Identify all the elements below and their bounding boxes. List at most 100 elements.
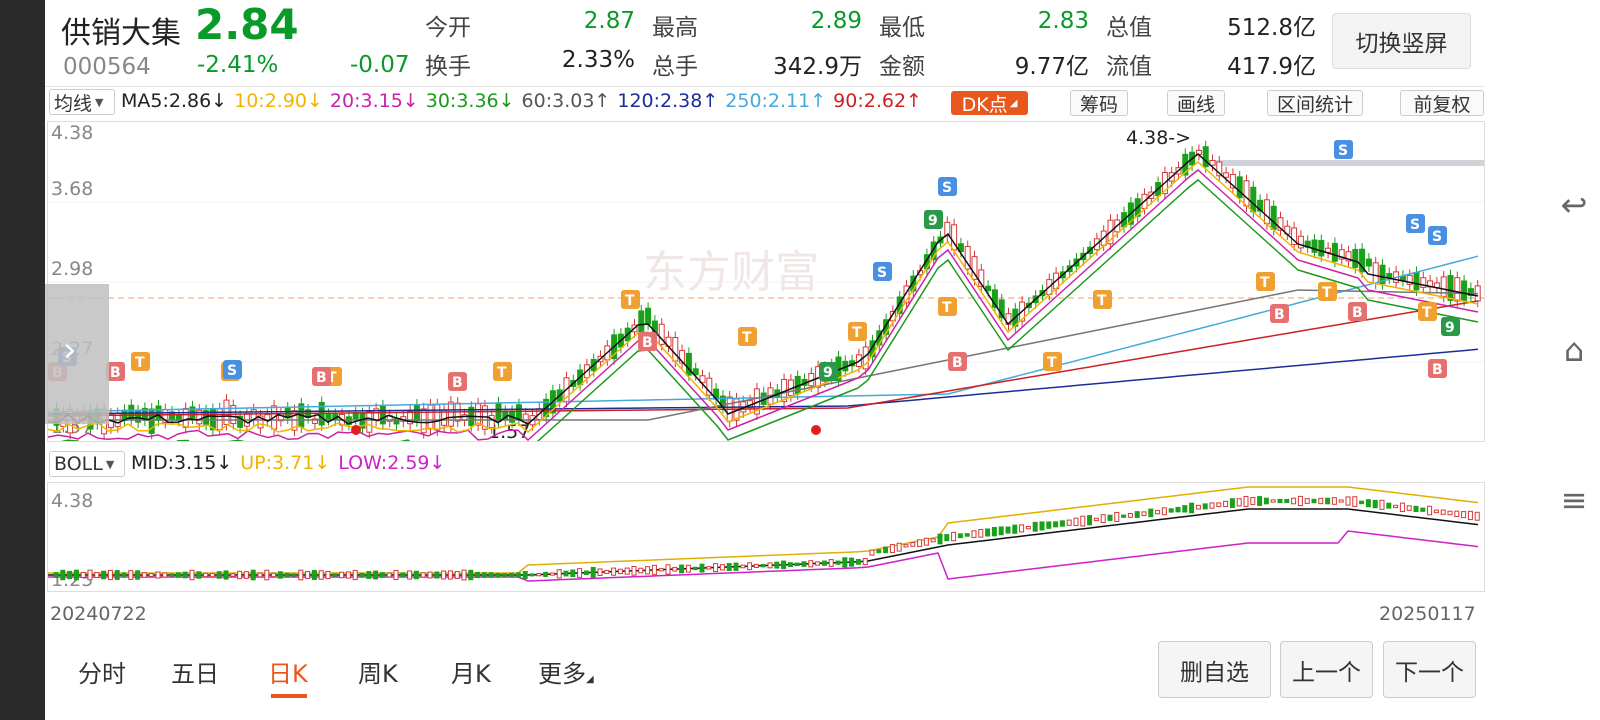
signal-b-badge (312, 367, 331, 386)
tab-monthly-k[interactable]: 月K (451, 660, 491, 688)
toggle-portrait-button[interactable]: 切换竖屏 (1332, 13, 1471, 69)
side-scroll-handle[interactable] (45, 284, 109, 424)
ma120-line (47, 348, 1479, 415)
adjust-price-button[interactable]: 前复权 (1400, 90, 1484, 116)
boll-candle (271, 572, 277, 578)
dk-point-button[interactable]: DK点 ◢ (951, 91, 1028, 116)
candle-body (645, 307, 652, 325)
boll-candle (801, 561, 807, 567)
boll-candle (821, 560, 827, 566)
boll-candle (1127, 512, 1133, 518)
signal-s-badge-text: S (1338, 143, 1348, 159)
boll-candle (685, 564, 691, 573)
signal-b-badge-text: B (642, 335, 653, 351)
boll-candle (781, 560, 787, 570)
candle-body (672, 337, 679, 362)
candle-body (407, 410, 414, 425)
ma-value: 30:3.36↓ (425, 90, 515, 112)
boll-candle (665, 564, 671, 575)
boll-candle (1393, 504, 1399, 509)
signal-b-badge-text: B (110, 365, 121, 381)
tab-weekly-k[interactable]: 周K (358, 660, 398, 688)
signal-t-badge (738, 327, 757, 346)
candle-body (379, 405, 386, 425)
boll-candle (556, 569, 562, 579)
signal-t-badge (938, 297, 957, 316)
next-stock-button[interactable]: 下一个 (1383, 641, 1476, 698)
prev-stock-button[interactable]: 上一个 (1280, 641, 1373, 698)
boll-candle (332, 573, 338, 577)
candle-body (352, 412, 359, 420)
boll-candle (196, 571, 202, 579)
boll-candle (1059, 520, 1065, 527)
boll-candle (1236, 498, 1242, 507)
boll-candle (604, 569, 610, 574)
boll-candle (203, 572, 209, 578)
boll-chart[interactable]: 4.38 1.25 (47, 482, 1485, 592)
boll-candle (1359, 500, 1365, 505)
ma-values: MA5:2.86↓ 10:2.90↓ 20:3.15↓ 30:3.36↓ 60:… (121, 90, 922, 112)
boll-candle (73, 569, 79, 581)
tab-intraday[interactable]: 分时 (78, 660, 126, 688)
boll-candle (1257, 496, 1263, 506)
boll-candle (522, 571, 528, 579)
candle-body (1229, 173, 1236, 189)
boll-candle (529, 573, 535, 577)
ma60-line (48, 289, 1479, 421)
boll-candle (1243, 496, 1249, 507)
boll-candle (672, 566, 678, 572)
draw-line-button[interactable]: 画线 (1167, 90, 1225, 116)
ma-selector[interactable]: 均线 ▼ (49, 89, 115, 115)
boll-candle (910, 542, 916, 547)
boll-candle (148, 573, 154, 577)
boll-candle (767, 562, 773, 569)
boll-candle (1440, 509, 1446, 515)
chevron-right-icon[interactable]: › (63, 330, 77, 370)
ma-value: 90:2.62↑ (833, 90, 922, 112)
boll-candle (706, 566, 712, 570)
candle-body (128, 404, 135, 420)
signal-s-badge-text: S (1410, 217, 1420, 233)
boll-candle (1073, 517, 1079, 527)
resistance-band (1208, 160, 1484, 166)
boll-candle (1107, 514, 1113, 521)
candle-body (1413, 271, 1420, 291)
boll-candle (543, 571, 549, 577)
candle-body (896, 296, 903, 315)
signal-t-badge (1318, 282, 1337, 301)
boll-candle (175, 572, 181, 578)
remove-watchlist-button[interactable]: 删自选 (1158, 641, 1271, 698)
boll-candle (828, 559, 834, 567)
boll-candle (713, 563, 719, 573)
back-icon[interactable]: ↩ (1560, 186, 1588, 224)
boll-candle (883, 546, 889, 554)
signal-s-badge (223, 360, 242, 379)
right-system-bar: ↩ ⌂ ≡ (1545, 0, 1600, 720)
boll-candle (1134, 511, 1140, 518)
candle-body (869, 340, 876, 358)
stat-low: 最低 2.83 (879, 8, 1089, 41)
kline-chart[interactable]: 东方财富4.383.682.982.271.574.38->1.57TTTTTT… (47, 121, 1485, 451)
boll-candle (1474, 511, 1480, 521)
tab-daily-k[interactable]: 日K (268, 660, 308, 688)
boll-selector[interactable]: BOLL ▼ (49, 451, 125, 477)
signal-nine-badge-text: 9 (823, 365, 833, 381)
boll-candle (209, 572, 215, 578)
boll-candle (1284, 498, 1290, 504)
boll-candle (903, 544, 909, 548)
home-icon[interactable]: ⌂ (1563, 331, 1585, 369)
tab-more[interactable]: 更多◢ (538, 660, 594, 688)
menu-icon[interactable]: ≡ (1560, 481, 1588, 519)
boll-candle (1352, 496, 1358, 507)
boll-candle (624, 567, 630, 575)
candle-body (1338, 249, 1345, 260)
boll-candle (277, 571, 283, 579)
tab-five-day[interactable]: 五日 (171, 660, 219, 688)
chips-button[interactable]: 筹码 (1070, 90, 1128, 116)
boll-candle (583, 570, 589, 575)
signal-b-badge (638, 332, 657, 351)
boll-candle (794, 562, 800, 567)
range-stats-button[interactable]: 区间统计 (1267, 90, 1363, 116)
candle-body (903, 285, 910, 304)
boll-candle (60, 569, 66, 581)
